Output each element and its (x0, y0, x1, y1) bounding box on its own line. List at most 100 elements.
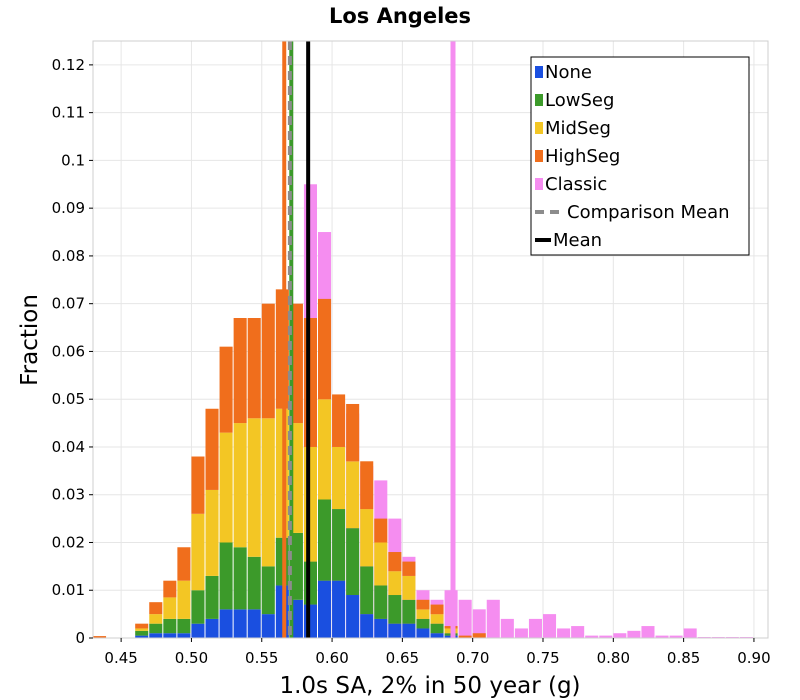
bar-none (374, 618, 388, 638)
bar-lowseg (177, 618, 191, 634)
y-tick-label: 0.05 (52, 390, 85, 408)
x-tick-label: 0.75 (526, 649, 559, 667)
legend-swatch-midseg (535, 122, 543, 134)
classic-bar (655, 635, 669, 638)
bar-highseg (135, 623, 149, 629)
legend-label-highseg: HighSeg (545, 146, 620, 167)
classic-bar (486, 599, 500, 638)
y-tick-label: 0.08 (52, 247, 85, 265)
bar-highseg (346, 403, 360, 462)
bar-midseg (191, 513, 205, 591)
classic-bar (669, 635, 683, 638)
x-tick-label: 0.50 (175, 649, 208, 667)
bar-midseg (416, 609, 430, 619)
bar-lowseg (318, 499, 332, 581)
bar-highseg (472, 633, 486, 638)
y-tick-label: 0.12 (52, 56, 85, 74)
legend-label-comparison-mean: Comparison Mean (567, 202, 730, 223)
bar-lowseg (374, 585, 388, 619)
x-axis-label: 1.0s SA, 2% in 50 year (g) (279, 673, 580, 699)
classic-bar (599, 635, 613, 638)
bar-highseg (261, 303, 275, 419)
bar-midseg (233, 423, 247, 548)
y-tick-label: 0.01 (52, 581, 85, 599)
chart-title: Los Angeles (329, 4, 471, 28)
bar-none (261, 614, 275, 638)
bar-highseg (318, 298, 332, 400)
legend: None LowSeg MidSeg HighSeg Classic Comparison… (530, 56, 750, 256)
legend-box (530, 56, 750, 256)
bar-lowseg (233, 547, 247, 610)
x-tick-label: 0.65 (386, 649, 419, 667)
y-tick-label: 0.1 (61, 151, 85, 169)
bar-highseg (374, 518, 388, 543)
bar-none (247, 609, 261, 638)
bar-none (402, 623, 416, 638)
bar-lowseg (191, 590, 205, 624)
bar-none (149, 633, 163, 638)
bar-midseg (163, 597, 177, 619)
legend-swatch-highseg (535, 150, 543, 162)
bar-lowseg (332, 509, 346, 581)
bar-none (219, 609, 233, 638)
bar-midseg (261, 418, 275, 567)
bar-midseg (177, 580, 191, 619)
bar-lowseg (416, 618, 430, 629)
bar-highseg (430, 604, 444, 615)
bar-none (233, 609, 247, 638)
classic-bar (557, 628, 571, 638)
y-tick-label: 0.06 (52, 342, 85, 360)
x-tick-label: 0.45 (104, 649, 137, 667)
classic-bar (472, 609, 486, 638)
axes: 0.45 0.50 0.55 0.60 0.65 0.70 0.75 0.80 0.85 0.90… (52, 56, 771, 667)
bar-midseg (388, 571, 402, 596)
y-axis-label: Fraction (17, 294, 43, 386)
mean-lines (282, 41, 456, 638)
bar-highseg (247, 318, 261, 419)
bar-midseg (360, 509, 374, 567)
classic-bar (613, 633, 627, 638)
bar-highseg (191, 456, 205, 514)
bar-lowseg (135, 630, 149, 636)
bar-midseg (247, 418, 261, 557)
legend-label-classic: Classic (545, 174, 607, 195)
bar-none (388, 623, 402, 638)
bar-midseg (332, 446, 346, 510)
bar-highseg (93, 636, 107, 638)
bar-highseg (303, 318, 317, 447)
legend-swatch-lowseg (535, 94, 543, 106)
y-tick-label: 0.03 (52, 486, 85, 504)
bar-midseg (219, 432, 233, 543)
x-tick-label: 0.90 (737, 649, 770, 667)
classic-bar (514, 628, 528, 638)
bar-lowseg (430, 623, 444, 634)
bar-none (332, 580, 346, 638)
bar-highseg (177, 547, 191, 581)
bar-lowseg (149, 623, 163, 634)
bar-highseg (416, 599, 430, 610)
bar-highseg (219, 346, 233, 433)
bar-midseg (135, 628, 149, 631)
bar-none (135, 635, 149, 638)
y-tick-label: 0 (75, 629, 85, 647)
bar-none (191, 623, 205, 638)
classic-bar (528, 618, 542, 638)
bar-none (303, 604, 317, 638)
bar-midseg (318, 399, 332, 500)
bar-midseg (205, 489, 219, 576)
bar-lowseg (163, 618, 177, 634)
bar-highseg (233, 318, 247, 424)
bar-highseg (360, 461, 374, 510)
bar-none (416, 628, 430, 638)
bar-midseg (149, 614, 163, 624)
y-tick-label: 0.11 (52, 104, 85, 122)
classic-bar (627, 630, 641, 638)
x-tick-label: 0.85 (667, 649, 700, 667)
bar-highseg (205, 408, 219, 490)
y-tick-label: 0.09 (52, 199, 85, 217)
y-tick-label: 0.07 (52, 295, 85, 313)
x-tick-label: 0.70 (456, 649, 489, 667)
bar-midseg (346, 461, 360, 529)
bar-highseg (163, 580, 177, 598)
bar-lowseg (205, 575, 219, 619)
